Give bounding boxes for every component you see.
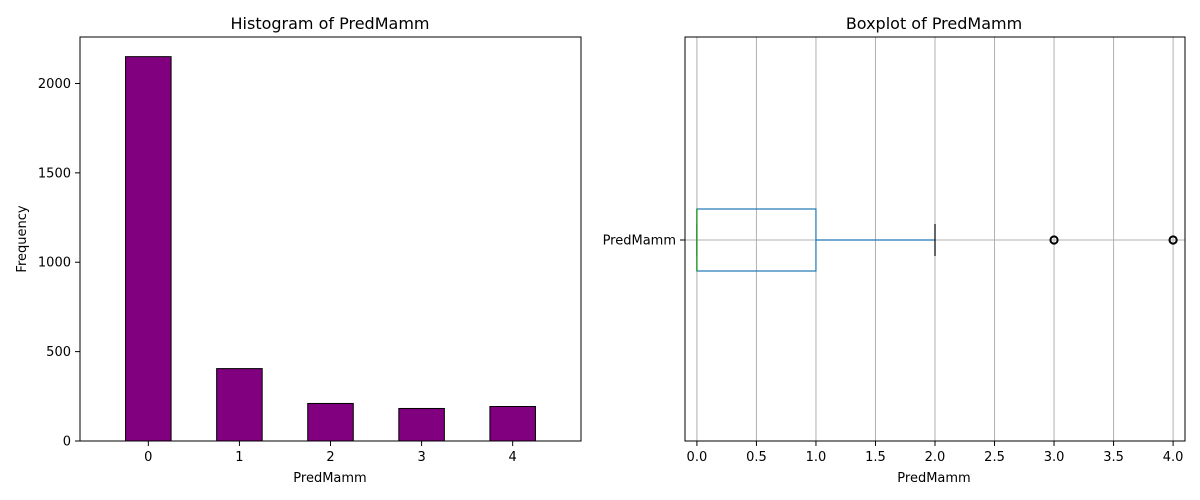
histogram-bar-1 <box>216 368 263 442</box>
histogram-ytick-label: 0 <box>63 435 71 450</box>
boxplot-xtick-label: 1.0 <box>806 450 827 465</box>
boxplot-xtick-label: 3.0 <box>1044 450 1065 465</box>
histogram-bars <box>125 56 536 442</box>
histogram-bar-3 <box>398 407 445 442</box>
boxplot-xtick-label: 2.0 <box>925 450 946 465</box>
boxplot-xtick-label: 1.5 <box>865 450 886 465</box>
boxplot-ticks: 0.0 0.5 1.0 1.5 2.0 2.5 3.0 3.5 4.0 PredMamm <box>603 234 1184 466</box>
histogram-ticks: 0 1 2 3 4 0 500 1000 1500 2000 <box>38 77 517 465</box>
histogram-xtick-label: 2 <box>326 450 334 465</box>
histogram-ytick-label: 1000 <box>38 256 71 271</box>
boxplot-chart: Boxplot of PredMamm 0.0 0.5 1.0 1.5 2.0 2.5 3.… <box>603 14 1186 486</box>
histogram-xtick-label: 3 <box>417 450 425 465</box>
boxplot-outlier <box>1049 235 1059 245</box>
boxplot-xtick-label: 3.5 <box>1103 450 1124 465</box>
boxplot-ytick-label: PredMamm <box>603 234 676 249</box>
boxplot-xtick-label: 0.0 <box>687 450 708 465</box>
histogram-title: Histogram of PredMamm <box>231 14 430 33</box>
boxplot-xtick-label: 0.5 <box>746 450 767 465</box>
histogram-bar-0 <box>125 56 172 442</box>
histogram-bar-4 <box>489 406 536 442</box>
histogram-ytick-label: 1500 <box>38 166 71 181</box>
histogram-xtick-label: 0 <box>144 450 152 465</box>
boxplot-elements <box>696 208 1178 272</box>
boxplot-xtick-label: 2.5 <box>984 450 1005 465</box>
histogram-ytick-label: 2000 <box>38 77 71 92</box>
boxplot-xtick-label: 4.0 <box>1163 450 1184 465</box>
histogram-xlabel: PredMamm <box>293 471 366 486</box>
boxplot-outlier <box>1168 235 1178 245</box>
histogram-ylabel: Frequency <box>15 205 30 272</box>
histogram-chart: Histogram of PredMamm 0 1 2 3 4 0 500 1000 1500 2… <box>15 14 582 486</box>
histogram-xtick-label: 1 <box>235 450 243 465</box>
histogram-bar-2 <box>307 402 354 442</box>
boxplot-xlabel: PredMamm <box>897 471 970 486</box>
histogram-ytick-label: 500 <box>46 345 71 360</box>
histogram-xtick-label: 4 <box>509 450 517 465</box>
boxplot-title: Boxplot of PredMamm <box>846 14 1022 33</box>
